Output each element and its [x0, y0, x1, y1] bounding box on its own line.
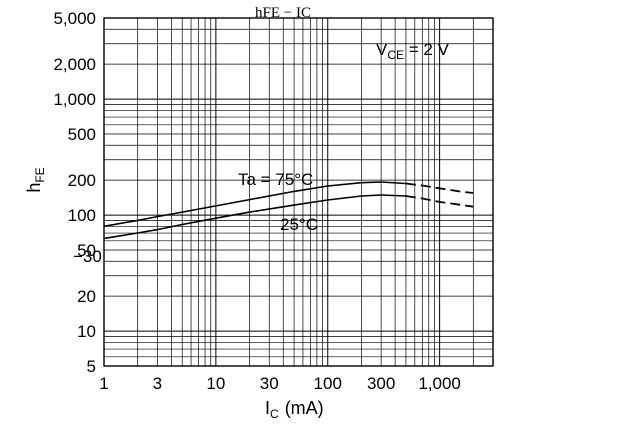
series-line-dashed-0	[405, 182, 474, 194]
plot-frame	[103, 17, 494, 367]
vce-condition-label: VCE = 2 V	[376, 40, 450, 62]
y-axis-label-main: h	[24, 183, 44, 193]
annotation-ta-75: Ta = 75°C	[238, 170, 313, 189]
y-tick-label: 2,000	[53, 55, 96, 74]
y-tick-label: 50	[77, 241, 96, 260]
y-tick-label: 500	[68, 125, 96, 144]
chart-grid	[103, 17, 494, 367]
y-axis-label: hFE	[24, 167, 47, 192]
chart-title: hFE − IC	[255, 5, 311, 21]
y-tick-label: 10	[77, 322, 96, 341]
x-tick-labels: 1 3 10 30 100 300 1,000	[99, 374, 461, 393]
annotation-minus-30: −30	[73, 247, 102, 266]
curves	[103, 181, 474, 240]
y-tick-label: 200	[68, 171, 96, 190]
series-line-1	[103, 194, 406, 240]
x-axis-label-main: I	[265, 398, 270, 418]
y-tick-label: 1,000	[53, 90, 96, 109]
x-tick-label: 10	[206, 374, 225, 393]
y-tick-label: 20	[77, 287, 96, 306]
x-tick-label: 1	[99, 374, 108, 393]
y-tick-labels: 5 10 20 50 100 200 500 1,000 2,000 5,000	[53, 9, 96, 376]
vce-condition-main: V	[376, 40, 388, 59]
y-tick-label: 5,000	[53, 9, 96, 28]
x-tick-label: 3	[153, 374, 162, 393]
y-tick-label: 5	[87, 357, 96, 376]
y-tick-label: 100	[68, 206, 96, 225]
annotation-25c: 25°C	[280, 215, 318, 234]
x-axis-label: IC (mA)	[265, 398, 324, 421]
x-axis-label-unit: (mA)	[285, 398, 324, 418]
x-tick-label: 30	[260, 374, 279, 393]
series-line-0	[103, 181, 406, 228]
series-line-dashed-1	[405, 195, 474, 208]
x-tick-label: 300	[367, 374, 395, 393]
x-axis-label-sub: C	[270, 407, 279, 421]
vce-condition-rest: = 2 V	[404, 40, 450, 59]
y-axis-label-sub: FE	[33, 167, 47, 182]
plot-border	[103, 17, 494, 367]
x-tick-label: 1,000	[418, 374, 461, 393]
x-tick-label: 100	[314, 374, 342, 393]
vce-condition-sub: CE	[387, 48, 404, 62]
